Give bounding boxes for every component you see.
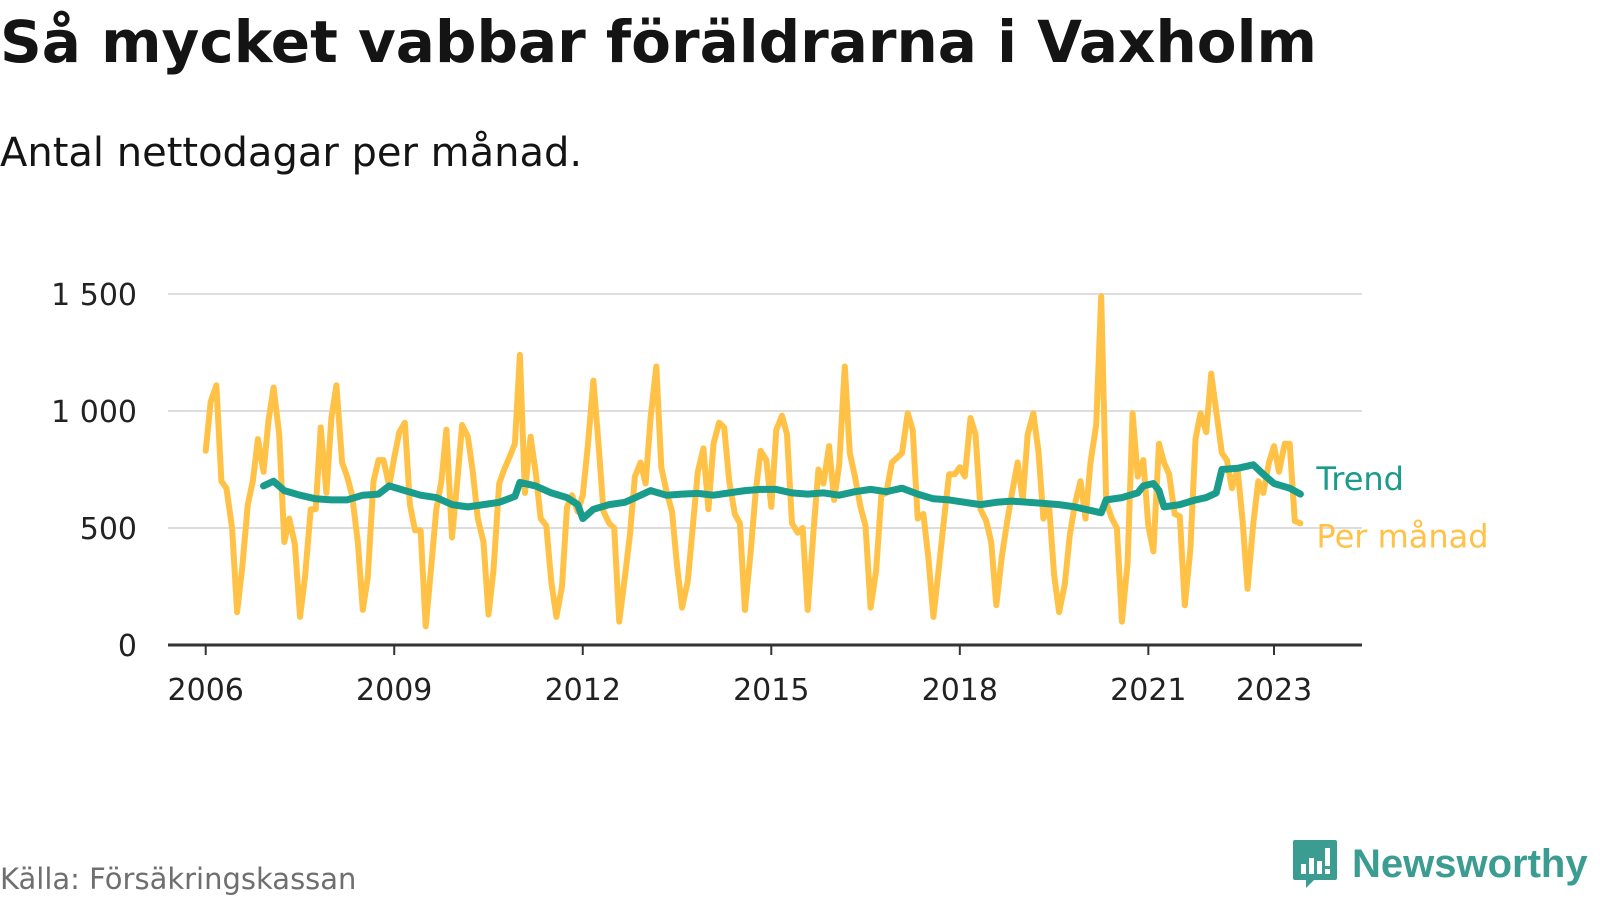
x-tick-label: 2009 (356, 673, 432, 708)
brand-name: Newsworthy (1352, 841, 1588, 886)
x-axis-ticks: 2006 2009 2012 2015 2018 2021 2023 (168, 645, 1312, 708)
series-lines (202, 293, 1304, 630)
x-tick-label: 2021 (1110, 673, 1186, 708)
source-note: Källa: Försäkringskassan (0, 862, 357, 896)
x-tick-label: 2018 (922, 673, 998, 708)
series-labels: Per månad Trend (1315, 460, 1488, 555)
series-label-trend: Trend (1315, 460, 1404, 498)
y-tick-label: 500 (80, 512, 137, 547)
chart-subtitle: Antal nettodagar per månad. (0, 130, 583, 176)
newsworthy-logo[interactable]: Newsworthy (1292, 838, 1588, 890)
y-axis-ticks: 0 500 1 000 1 500 (51, 278, 137, 664)
gridlines (168, 293, 1362, 529)
y-tick-label: 1 000 (51, 395, 137, 430)
x-tick-label: 2015 (733, 673, 809, 708)
bar-chart-icon (1293, 840, 1337, 888)
y-tick-label: 1 500 (51, 278, 137, 313)
x-tick-label: 2006 (168, 673, 244, 708)
y-tick-label: 0 (118, 629, 137, 664)
series-line-per-manad (202, 293, 1304, 630)
x-tick-label: 2023 (1236, 673, 1312, 708)
series-label-per-manad: Per månad (1316, 517, 1488, 555)
series-line-trend (260, 461, 1304, 523)
x-tick-label: 2012 (545, 673, 621, 708)
chart-title: Så mycket vabbar föräldrarna i Vaxholm (0, 8, 1317, 76)
